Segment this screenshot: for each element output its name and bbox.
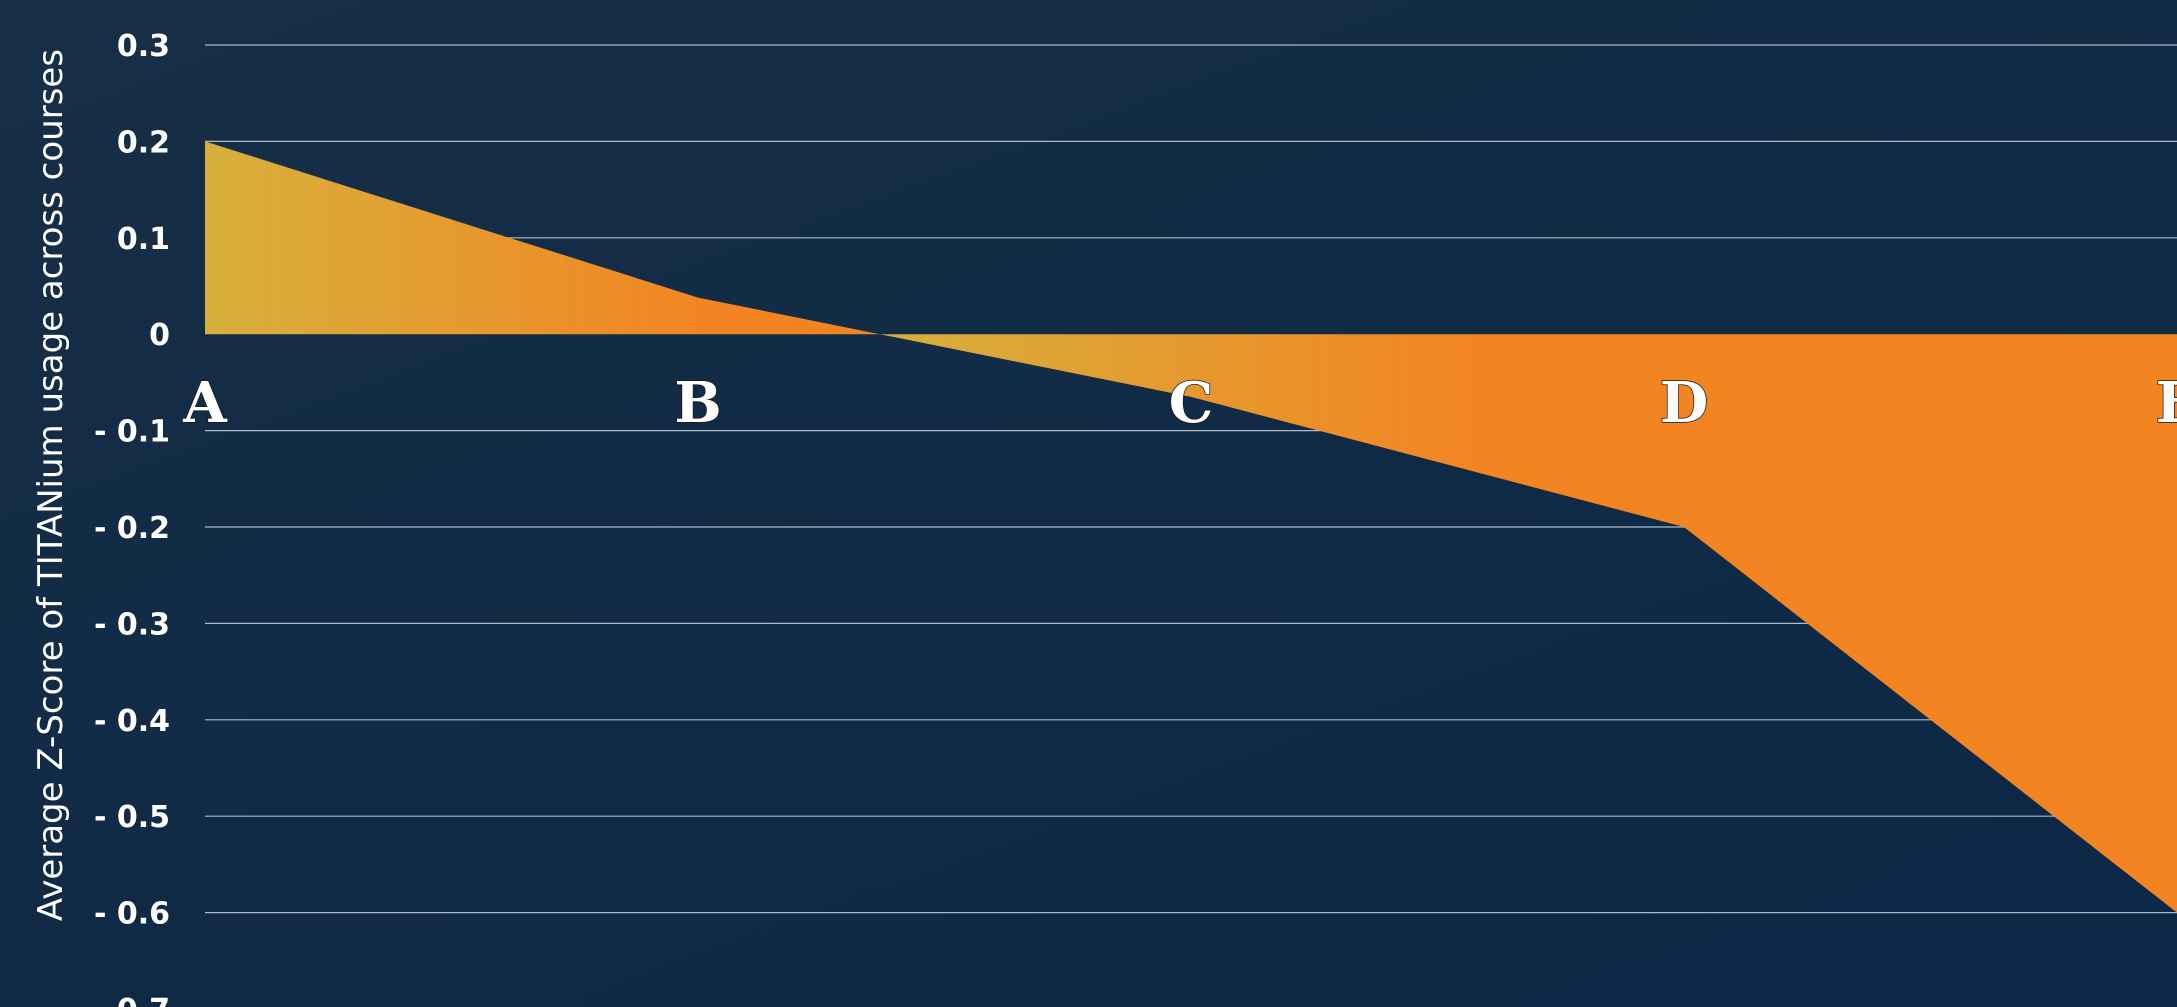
- y-axis-ticks: 0.3 0.2 0.1 0 - 0.1 - 0.2 - 0.3 - 0.4 - 0.5 - 0.6…: [94, 29, 170, 1007]
- y-tick-label: - 0.3: [94, 607, 170, 642]
- category-label-c: C: [1169, 370, 1214, 436]
- y-tick-label: - 0.2: [94, 511, 170, 546]
- category-label-b: B: [674, 370, 721, 436]
- area-positive: [205, 141, 880, 335]
- y-tick-label: - 0.4: [94, 704, 170, 739]
- y-tick-label: - 0.6: [94, 897, 170, 932]
- y-axis-title: Average Z-Score of TITANium usage across…: [31, 49, 71, 921]
- y-tick-label: 0.2: [117, 125, 170, 160]
- category-label-e: E: [2156, 370, 2177, 436]
- gridlines: [205, 44, 2177, 914]
- y-tick-label: - 0.1: [94, 415, 170, 450]
- y-tick-label: - 0.5: [94, 800, 170, 835]
- y-tick-label: 0.3: [117, 29, 170, 64]
- y-tick-label: 0.1: [117, 222, 170, 257]
- area-series: [205, 141, 2177, 913]
- y-tick-label: - 0.7: [94, 993, 170, 1007]
- category-label-a: A: [182, 370, 228, 436]
- y-tick-label: 0: [149, 318, 170, 353]
- category-label-d: D: [1660, 370, 1709, 436]
- area-negative: [879, 334, 2177, 913]
- x-axis-categories: A B C D E: [182, 369, 2177, 437]
